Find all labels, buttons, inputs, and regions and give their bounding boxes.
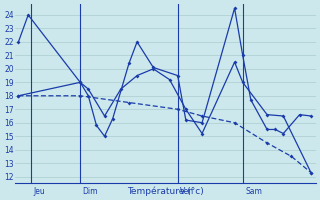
Text: Jeu: Jeu [34, 187, 46, 196]
Text: Ven: Ven [180, 187, 194, 196]
X-axis label: Température (°c): Température (°c) [127, 186, 204, 196]
Text: Sam: Sam [245, 187, 262, 196]
Text: Dim: Dim [83, 187, 98, 196]
